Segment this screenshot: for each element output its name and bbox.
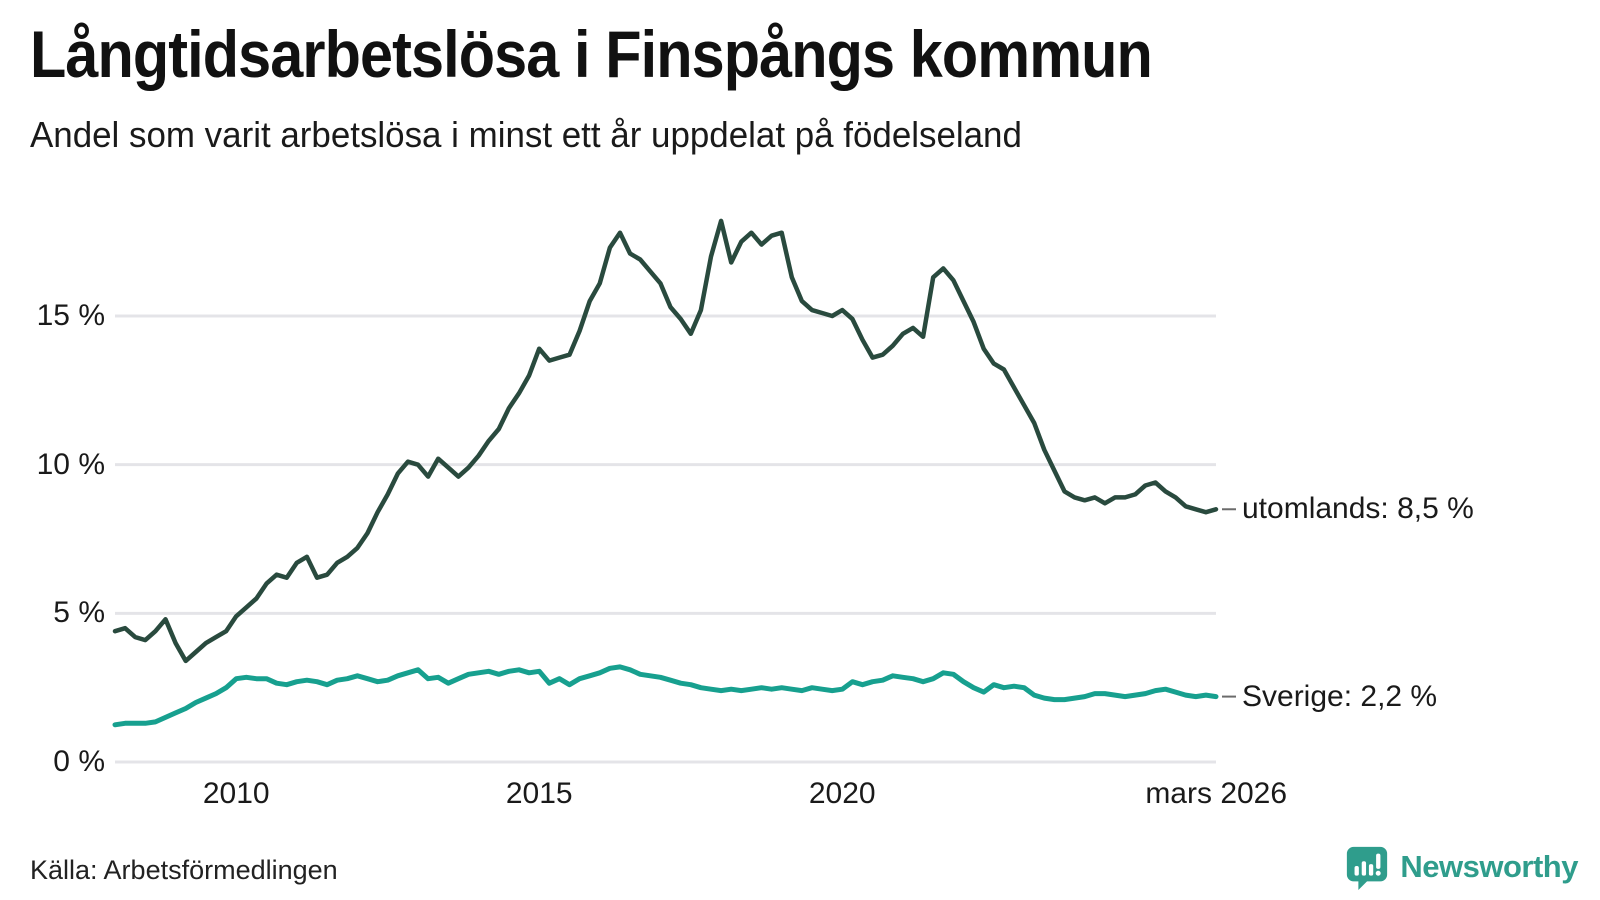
source-note: Källa: Arbetsförmedlingen	[30, 855, 338, 885]
series-line-sverige	[112, 664, 1219, 728]
x-axis-tick-label: 2015	[505, 777, 573, 810]
series-end-label-utomlands: utomlands: 8,5 %	[1242, 492, 1474, 526]
x-axis-tick-label: 2010	[202, 777, 270, 810]
y-axis-tick-label: 10 %	[36, 447, 105, 481]
series-line-utomlands	[112, 218, 1219, 664]
chart-subtitle: Andel som varit arbetslösa i minst ett å…	[30, 114, 1022, 155]
series-end-label-sverige: Sverige: 2,2 %	[1242, 679, 1438, 713]
y-axis-tick-label: 5 %	[53, 596, 105, 630]
newsworthy-wordmark: Newsworthy	[1400, 849, 1578, 884]
page-title: Långtidsarbetslösa i Finspångs kommun	[30, 17, 1153, 91]
y-axis-tick-label: 15 %	[36, 299, 105, 332]
newsworthy-bubble-icon	[1347, 846, 1388, 890]
x-axis-tick-label: 2020	[808, 777, 876, 810]
y-axis-tick-label: 0 %	[53, 745, 105, 778]
newsworthy-logo[interactable]: Newsworthy	[1344, 844, 1578, 890]
x-axis-tick-label: mars 2026	[1145, 777, 1288, 810]
